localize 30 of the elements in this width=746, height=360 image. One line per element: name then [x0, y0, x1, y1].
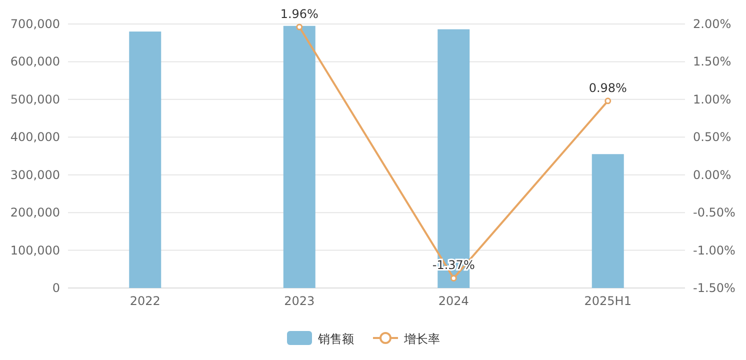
y2-tick-label: 1.00% — [693, 92, 732, 106]
y-tick-label: 0 — [52, 281, 60, 295]
y-tick-label: 100,000 — [10, 243, 60, 258]
data-label: 0.98% — [588, 80, 627, 95]
y-tick-label: 300,000 — [10, 168, 60, 182]
point — [296, 24, 303, 30]
x-tick-label: 2023 — [284, 294, 315, 308]
bar — [129, 32, 162, 288]
x-tick-label: 2025H1 — [584, 294, 632, 308]
y-tick-label: 500,000 — [10, 92, 60, 106]
y-tick-label: 700,000 — [10, 17, 60, 31]
y2-tick-label: -1.00% — [693, 243, 736, 258]
x-tick-label: 2022 — [130, 294, 160, 308]
y2-tick-label: -0.50% — [693, 206, 736, 220]
y-tick-label: 600,000 — [10, 54, 60, 69]
x-tick-label: 2024 — [438, 294, 469, 308]
bar — [592, 154, 624, 288]
legend-label: 增长率 — [403, 332, 440, 346]
y2-tick-label: 0.50% — [693, 130, 732, 144]
y2-tick-label: -1.50% — [693, 281, 736, 295]
point — [450, 274, 457, 282]
point — [604, 98, 612, 104]
y2-tick-label: 0.00% — [693, 168, 732, 182]
y2-tick-label: 2.00% — [693, 17, 732, 31]
y2-tick-label: 1.50% — [693, 54, 732, 69]
y-tick-label: 200,000 — [10, 206, 60, 220]
bar — [283, 26, 316, 288]
y-tick-label: 400,000 — [10, 130, 60, 144]
legend-label: 销售额 — [317, 332, 354, 346]
data-label: 1.96% — [280, 7, 318, 22]
